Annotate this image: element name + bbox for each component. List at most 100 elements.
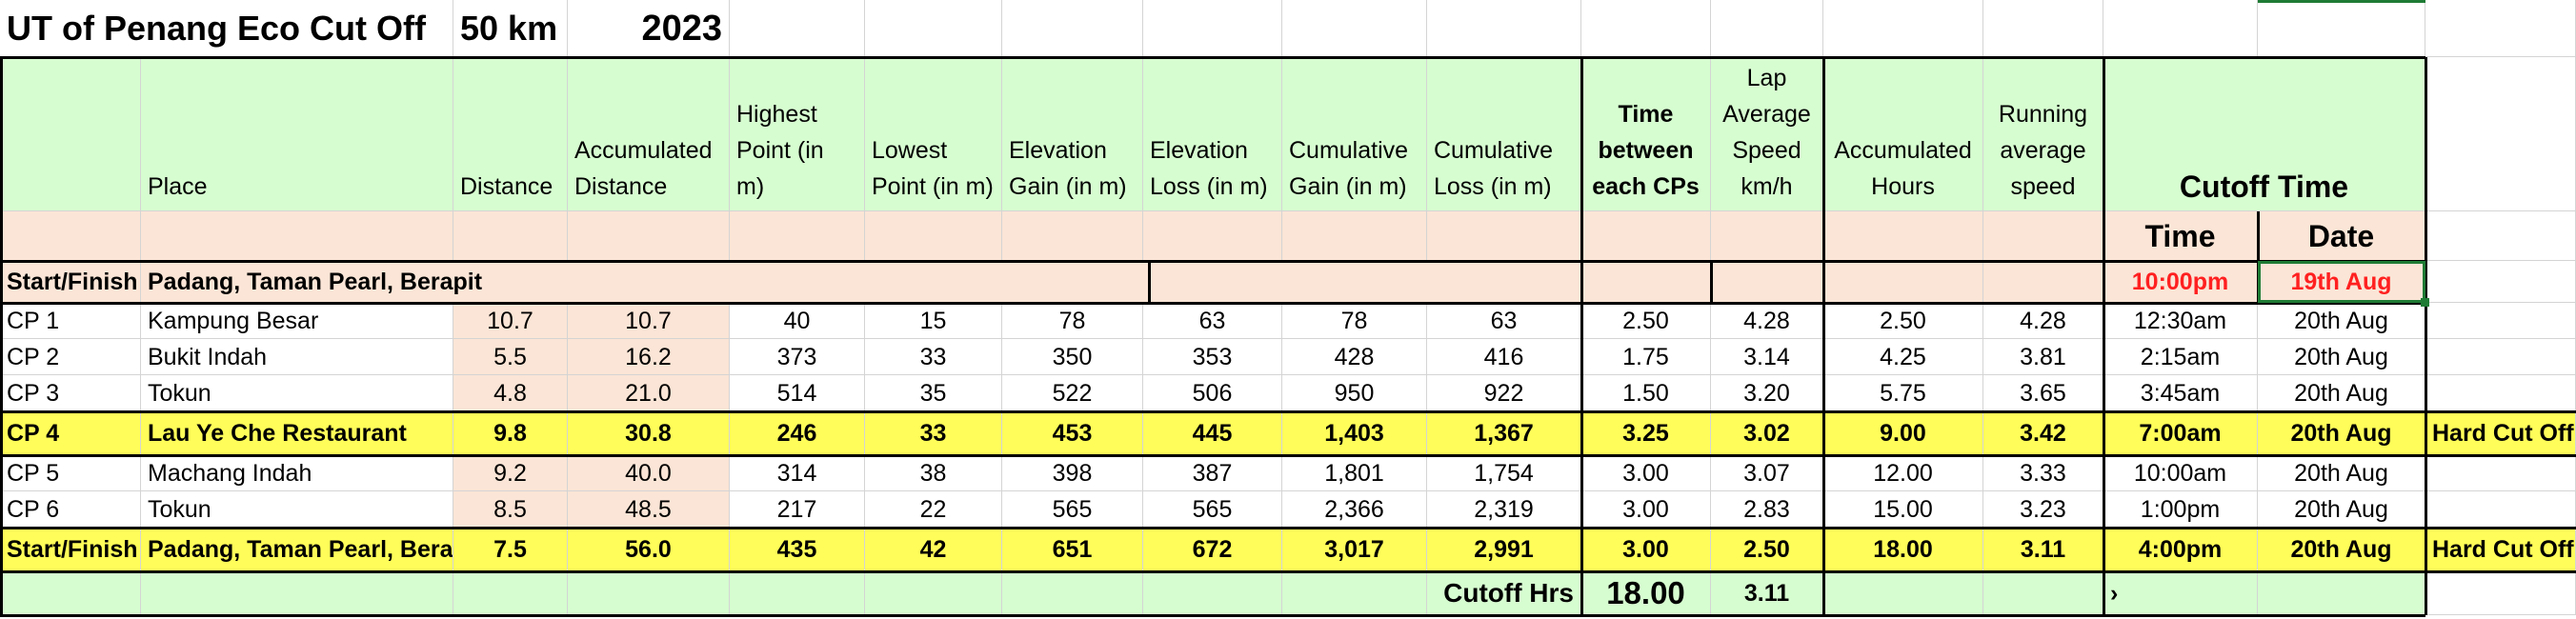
row-5-dist[interactable]: 9.2 [453,455,568,491]
row-1-place[interactable]: Kampung Besar [141,303,453,339]
row-6-place[interactable]: Tokun [141,491,453,528]
row-1-high[interactable]: 40 [730,303,865,339]
row-6-lap[interactable]: 2.83 [1711,491,1823,528]
header-lap-average-speed[interactable]: Lap Average Speed km/h [1711,57,1823,211]
row-3-cgain[interactable]: 950 [1282,375,1427,411]
empty-cell[interactable] [1711,0,1823,57]
row-1-closs[interactable]: 63 [1427,303,1581,339]
row-7-high[interactable]: 435 [730,528,865,571]
subheader-date[interactable]: Date [2258,211,2425,261]
header-cumulative-loss[interactable]: Cumulative Loss (in m) [1427,57,1581,211]
row-5-high[interactable]: 314 [730,455,865,491]
row-5-cgain[interactable]: 1,801 [1282,455,1427,491]
footer-label[interactable]: Cutoff Hrs [1427,571,1581,615]
empty-cell[interactable] [1282,0,1427,57]
row-4-lap[interactable]: 3.02 [1711,411,1823,455]
row-4-place[interactable]: Lau Ye Che Restaurant [141,411,453,455]
row-2-date[interactable]: 20th Aug [2258,339,2425,375]
empty-cell[interactable] [2425,211,2576,261]
footer-cell[interactable] [730,571,865,615]
row-5-ravg[interactable]: 3.33 [1983,455,2103,491]
row-4-ravg[interactable]: 3.42 [1983,411,2103,455]
empty-cell[interactable] [730,0,865,57]
row-5-acc[interactable]: 40.0 [568,455,730,491]
start-empty[interactable] [1823,261,1983,303]
row-2-acch[interactable]: 4.25 [1823,339,1983,375]
row-7-closs[interactable]: 2,991 [1427,528,1581,571]
row-5-date[interactable]: 20th Aug [2258,455,2425,491]
row-3-cp[interactable]: CP 3 [0,375,141,411]
row-4-tbc[interactable]: 3.25 [1581,411,1711,455]
header-highest-point[interactable]: Highest Point (in m) [730,57,865,211]
footer-cell[interactable] [453,571,568,615]
empty-cell[interactable] [1823,0,1983,57]
empty-cell[interactable] [2425,57,2576,211]
row-6-closs[interactable]: 2,319 [1427,491,1581,528]
subheader-time[interactable]: Time [2103,211,2258,261]
header-running-average-speed[interactable]: Running average speed [1983,57,2103,211]
row-2-loss[interactable]: 353 [1143,339,1282,375]
row-2-lap[interactable]: 3.14 [1711,339,1823,375]
row-1-lap[interactable]: 4.28 [1711,303,1823,339]
row-4-cp[interactable]: CP 4 [0,411,141,455]
row-7-place[interactable]: Padang, Taman Pearl, Berapit [141,528,453,571]
footer-cell[interactable] [1282,571,1427,615]
row-6-acch[interactable]: 15.00 [1823,491,1983,528]
subheader-cell[interactable] [141,211,453,261]
title-event[interactable]: UT of Penang Eco Cut Off [0,0,453,57]
row-2-note[interactable] [2425,339,2576,375]
empty-cell[interactable] [865,0,1002,57]
row-2-low[interactable]: 33 [865,339,1002,375]
row-6-date[interactable]: 20th Aug [2258,491,2425,528]
footer-cell[interactable] [1002,571,1143,615]
row-2-gain[interactable]: 350 [1002,339,1143,375]
footer-cell[interactable] [0,571,141,615]
row-2-closs[interactable]: 416 [1427,339,1581,375]
row-1-low[interactable]: 15 [865,303,1002,339]
subheader-cell[interactable] [1002,211,1143,261]
row-5-acch[interactable]: 12.00 [1823,455,1983,491]
header-accumulated-hours[interactable]: Accumulated Hours [1823,57,1983,211]
row-1-cgain[interactable]: 78 [1282,303,1427,339]
row-3-lap[interactable]: 3.20 [1711,375,1823,411]
row-3-acch[interactable]: 5.75 [1823,375,1983,411]
row-4-low[interactable]: 33 [865,411,1002,455]
title-distance[interactable]: 50 km [453,0,568,57]
footer-cell[interactable] [1983,571,2103,615]
row-7-acch[interactable]: 18.00 [1823,528,1983,571]
row-6-loss[interactable]: 565 [1143,491,1282,528]
row-4-loss[interactable]: 445 [1143,411,1282,455]
row-2-ravg[interactable]: 3.81 [1983,339,2103,375]
row-5-lap[interactable]: 3.07 [1711,455,1823,491]
row-3-closs[interactable]: 922 [1427,375,1581,411]
row-6-tbc[interactable]: 3.00 [1581,491,1711,528]
row-1-date[interactable]: 20th Aug [2258,303,2425,339]
start-place[interactable]: Padang, Taman Pearl, Berapit [141,261,1581,303]
row-3-note[interactable] [2425,375,2576,411]
row-1-gain[interactable]: 78 [1002,303,1143,339]
empty-cell[interactable] [2258,0,2425,57]
row-3-gain[interactable]: 522 [1002,375,1143,411]
title-year[interactable]: 2023 [568,0,730,57]
header-accumulated-distance[interactable]: Accumulated Distance [568,57,730,211]
row-4-time[interactable]: 7:00am [2103,411,2258,455]
empty-cell[interactable] [2103,0,2258,57]
row-3-time[interactable]: 3:45am [2103,375,2258,411]
row-2-acc[interactable]: 16.2 [568,339,730,375]
row-3-ravg[interactable]: 3.65 [1983,375,2103,411]
row-2-high[interactable]: 373 [730,339,865,375]
row-6-time[interactable]: 1:00pm [2103,491,2258,528]
header-time-between[interactable]: Time between each CPs [1581,57,1711,211]
footer-cell[interactable] [2258,571,2425,615]
footer-cell[interactable] [865,571,1002,615]
row-7-time[interactable]: 4:00pm [2103,528,2258,571]
subheader-cell[interactable] [0,211,141,261]
subheader-cell[interactable] [1282,211,1427,261]
header-place[interactable]: Place [141,57,453,211]
row-6-gain[interactable]: 565 [1002,491,1143,528]
row-1-dist[interactable]: 10.7 [453,303,568,339]
footer-cell[interactable] [1823,571,1983,615]
row-5-time[interactable]: 10:00am [2103,455,2258,491]
start-empty[interactable] [1983,261,2103,303]
